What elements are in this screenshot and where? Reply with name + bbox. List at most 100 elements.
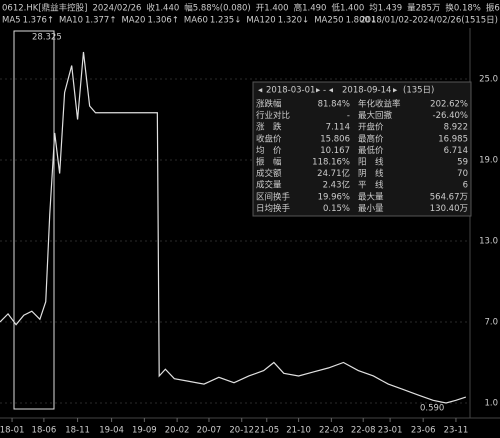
annotation: 28.325 <box>32 33 62 43</box>
panel-cell: 2.43亿 <box>323 180 350 191</box>
header-item: 2024/02/26 <box>92 4 141 14</box>
x-tick-label: 18-01 <box>0 426 24 436</box>
x-tick-label: 20-07 <box>197 426 222 436</box>
header-item: 振6.62% <box>486 3 500 14</box>
x-tick-label: 20-02 <box>165 426 190 436</box>
panel-cell: 年化收益率 <box>358 99 401 110</box>
panel-cell: 202.62% <box>430 100 468 110</box>
panel-days: (135日) <box>403 86 434 96</box>
panel-nav: ▸ <box>393 86 398 96</box>
panel-cell: 16.985 <box>438 134 468 144</box>
panel-cell: 59 <box>457 158 468 168</box>
plot <box>0 51 470 422</box>
panel-cell: 6 <box>463 181 468 191</box>
panel-cell: 15.806 <box>320 134 350 144</box>
header-item: 收1.440 <box>146 3 179 14</box>
panel-cell: 开盘价 <box>358 122 384 133</box>
y-tick-label: 7.0 <box>484 317 498 327</box>
panel-start: 2018-03-01 <box>266 86 315 96</box>
ma-value: 1.800↓ <box>346 16 377 26</box>
ma-value: 1.306↑ <box>147 16 178 26</box>
panel-cell: 最低价 <box>358 145 384 156</box>
x-tick-label: 23-06 <box>411 426 436 436</box>
x-tick-label: 20-12 <box>229 426 254 436</box>
y-tick-label: 25.0 <box>479 75 498 85</box>
panel-cell: 最大量 <box>358 191 384 202</box>
panel-cell: -26.40% <box>433 111 468 121</box>
y-tick-label: 13.0 <box>479 236 498 246</box>
panel-cell: 0.15% <box>323 204 350 214</box>
x-tick-label: 23-01 <box>378 426 403 436</box>
header-item: 高1.490 <box>294 3 327 14</box>
ma-label: MA10 <box>59 16 83 26</box>
panel-cell: 最大回撤 <box>358 110 393 121</box>
panel-cell: 19.96% <box>318 192 350 202</box>
x-tick-label: 22-08 <box>351 426 376 436</box>
panel-cell: 收盘价 <box>256 133 282 144</box>
panel-cell: 阴 线 <box>358 168 384 179</box>
panel-end: 2018-09-14 <box>342 86 391 96</box>
ma-value: 1.376↑ <box>23 16 54 26</box>
x-tick-label: 18-06 <box>32 426 57 436</box>
panel-cell: 区间换手 <box>256 191 291 202</box>
panel-cell: 成交量 <box>256 180 282 191</box>
header-item: 均1.439 <box>369 3 402 14</box>
panel-cell: 成交额 <box>256 168 282 179</box>
date-range: 2018/01/02-2024/02/26(1515日) <box>360 16 498 26</box>
panel-cell: 平 线 <box>358 180 384 191</box>
y-tick-label: 19.0 <box>479 155 498 165</box>
x-tick-label: 18-11 <box>65 426 90 436</box>
x-tick-label: 22-03 <box>319 426 344 436</box>
x-tick-label: 19-09 <box>132 426 157 436</box>
panel-nav: ◂ <box>258 86 263 96</box>
ma-label: MA120 <box>246 16 275 26</box>
x-tick-label: 21-05 <box>254 426 279 436</box>
panel-cell: 涨 跌 <box>256 122 282 133</box>
header-item: 量285万 <box>407 4 440 14</box>
panel-cell: 最高价 <box>358 133 384 144</box>
panel-cell: 阳 线 <box>358 157 384 168</box>
header-item: 低1.400 <box>331 3 364 14</box>
ma-value: 1.235↓ <box>210 16 241 26</box>
interval-panel: 涨跌幅 81.84% 年化收益率 202.62% 行业对比 - 最大回撤 -26.40% 涨 跌… <box>252 81 472 217</box>
panel-cell: 8.922 <box>444 123 468 133</box>
panel-nav: ▸ - ◂ <box>316 86 334 96</box>
panel-cell: 70 <box>457 169 468 179</box>
panel-cell: 564.67万 <box>430 192 468 202</box>
ma-value: 1.377↑ <box>85 16 116 26</box>
x-tick-label: 23-11 <box>444 426 469 436</box>
panel-cell: 最小量 <box>358 203 384 214</box>
panel-cell: 118.16% <box>312 158 350 168</box>
panel-cell: - <box>347 111 350 121</box>
ma-value: 1.320↓ <box>278 16 309 26</box>
panel-cell: 涨跌幅 <box>256 99 282 110</box>
panel-box <box>252 81 472 217</box>
panel-cell: 7.114 <box>326 123 350 133</box>
annotation: 0.590 <box>420 404 444 414</box>
panel-cell: 24.71亿 <box>317 168 350 179</box>
x-tick-label: 21-10 <box>286 426 311 436</box>
panel-cell: 130.40万 <box>430 204 468 214</box>
x-tick-label: 19-04 <box>99 426 124 436</box>
selection-box <box>13 30 55 410</box>
header-item: 换0.18% <box>445 3 481 14</box>
header-item: 0612.HK[鼎益丰控股] <box>2 3 87 14</box>
panel-cell: 6.714 <box>444 146 468 156</box>
price-line <box>0 51 467 404</box>
panel-cell: 均 价 <box>256 145 282 156</box>
ma-label: MA20 <box>121 16 145 26</box>
panel-cell: 10.167 <box>320 146 350 156</box>
panel-cell: 81.84% <box>318 100 350 110</box>
header-item: 幅5.88%(0.080) <box>184 3 250 14</box>
header-item: 开1.400 <box>256 4 289 14</box>
ma-label: MA250 <box>314 16 343 26</box>
ma-label: MA5 <box>2 16 21 26</box>
panel-cell: 日均换手 <box>256 203 291 214</box>
panel-cell: 振 幅 <box>256 157 282 168</box>
panel-cell: 行业对比 <box>256 110 290 121</box>
ma-label: MA60 <box>184 16 208 26</box>
y-tick-label: 1.0 <box>484 398 498 408</box>
